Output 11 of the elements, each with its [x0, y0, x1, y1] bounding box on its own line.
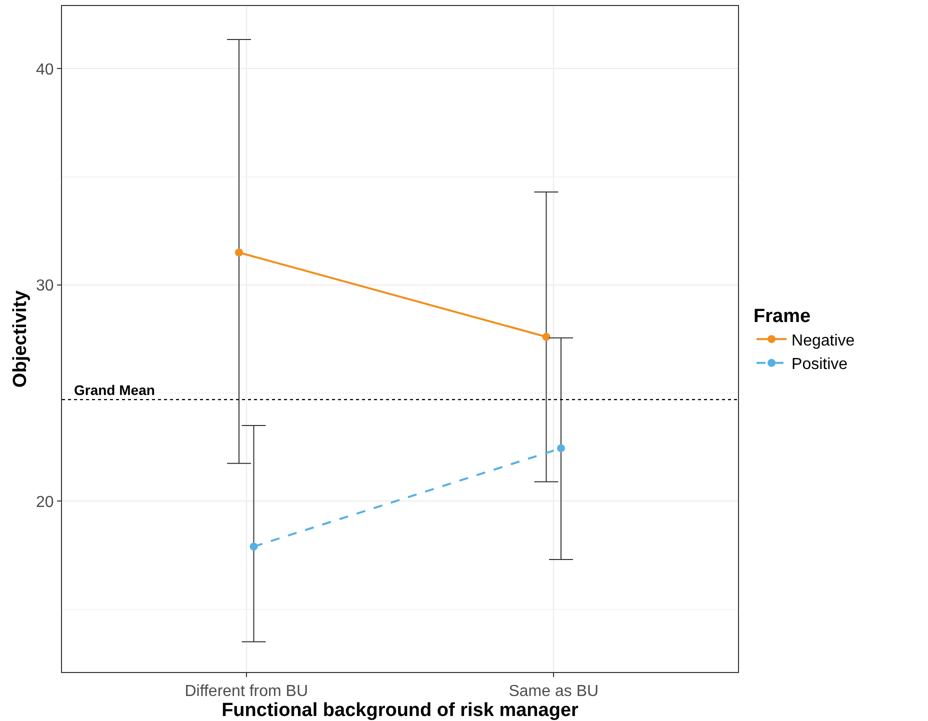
legend-title: Frame: [754, 306, 811, 328]
x-tick-label: Different from BU: [184, 683, 308, 700]
legend-label: Negative: [792, 332, 855, 350]
ref-line-label: Grand Mean: [74, 382, 155, 398]
y-tick-label: 40: [36, 61, 54, 78]
x-axis-title: Functional background of risk manager: [222, 700, 580, 721]
y-axis-title: Objectivity: [10, 290, 31, 388]
x-tick-label: Same as BU: [508, 683, 599, 700]
legend-label: Positive: [792, 356, 848, 374]
y-tick-label: 30: [36, 278, 54, 295]
y-tick-label: 20: [36, 494, 54, 511]
